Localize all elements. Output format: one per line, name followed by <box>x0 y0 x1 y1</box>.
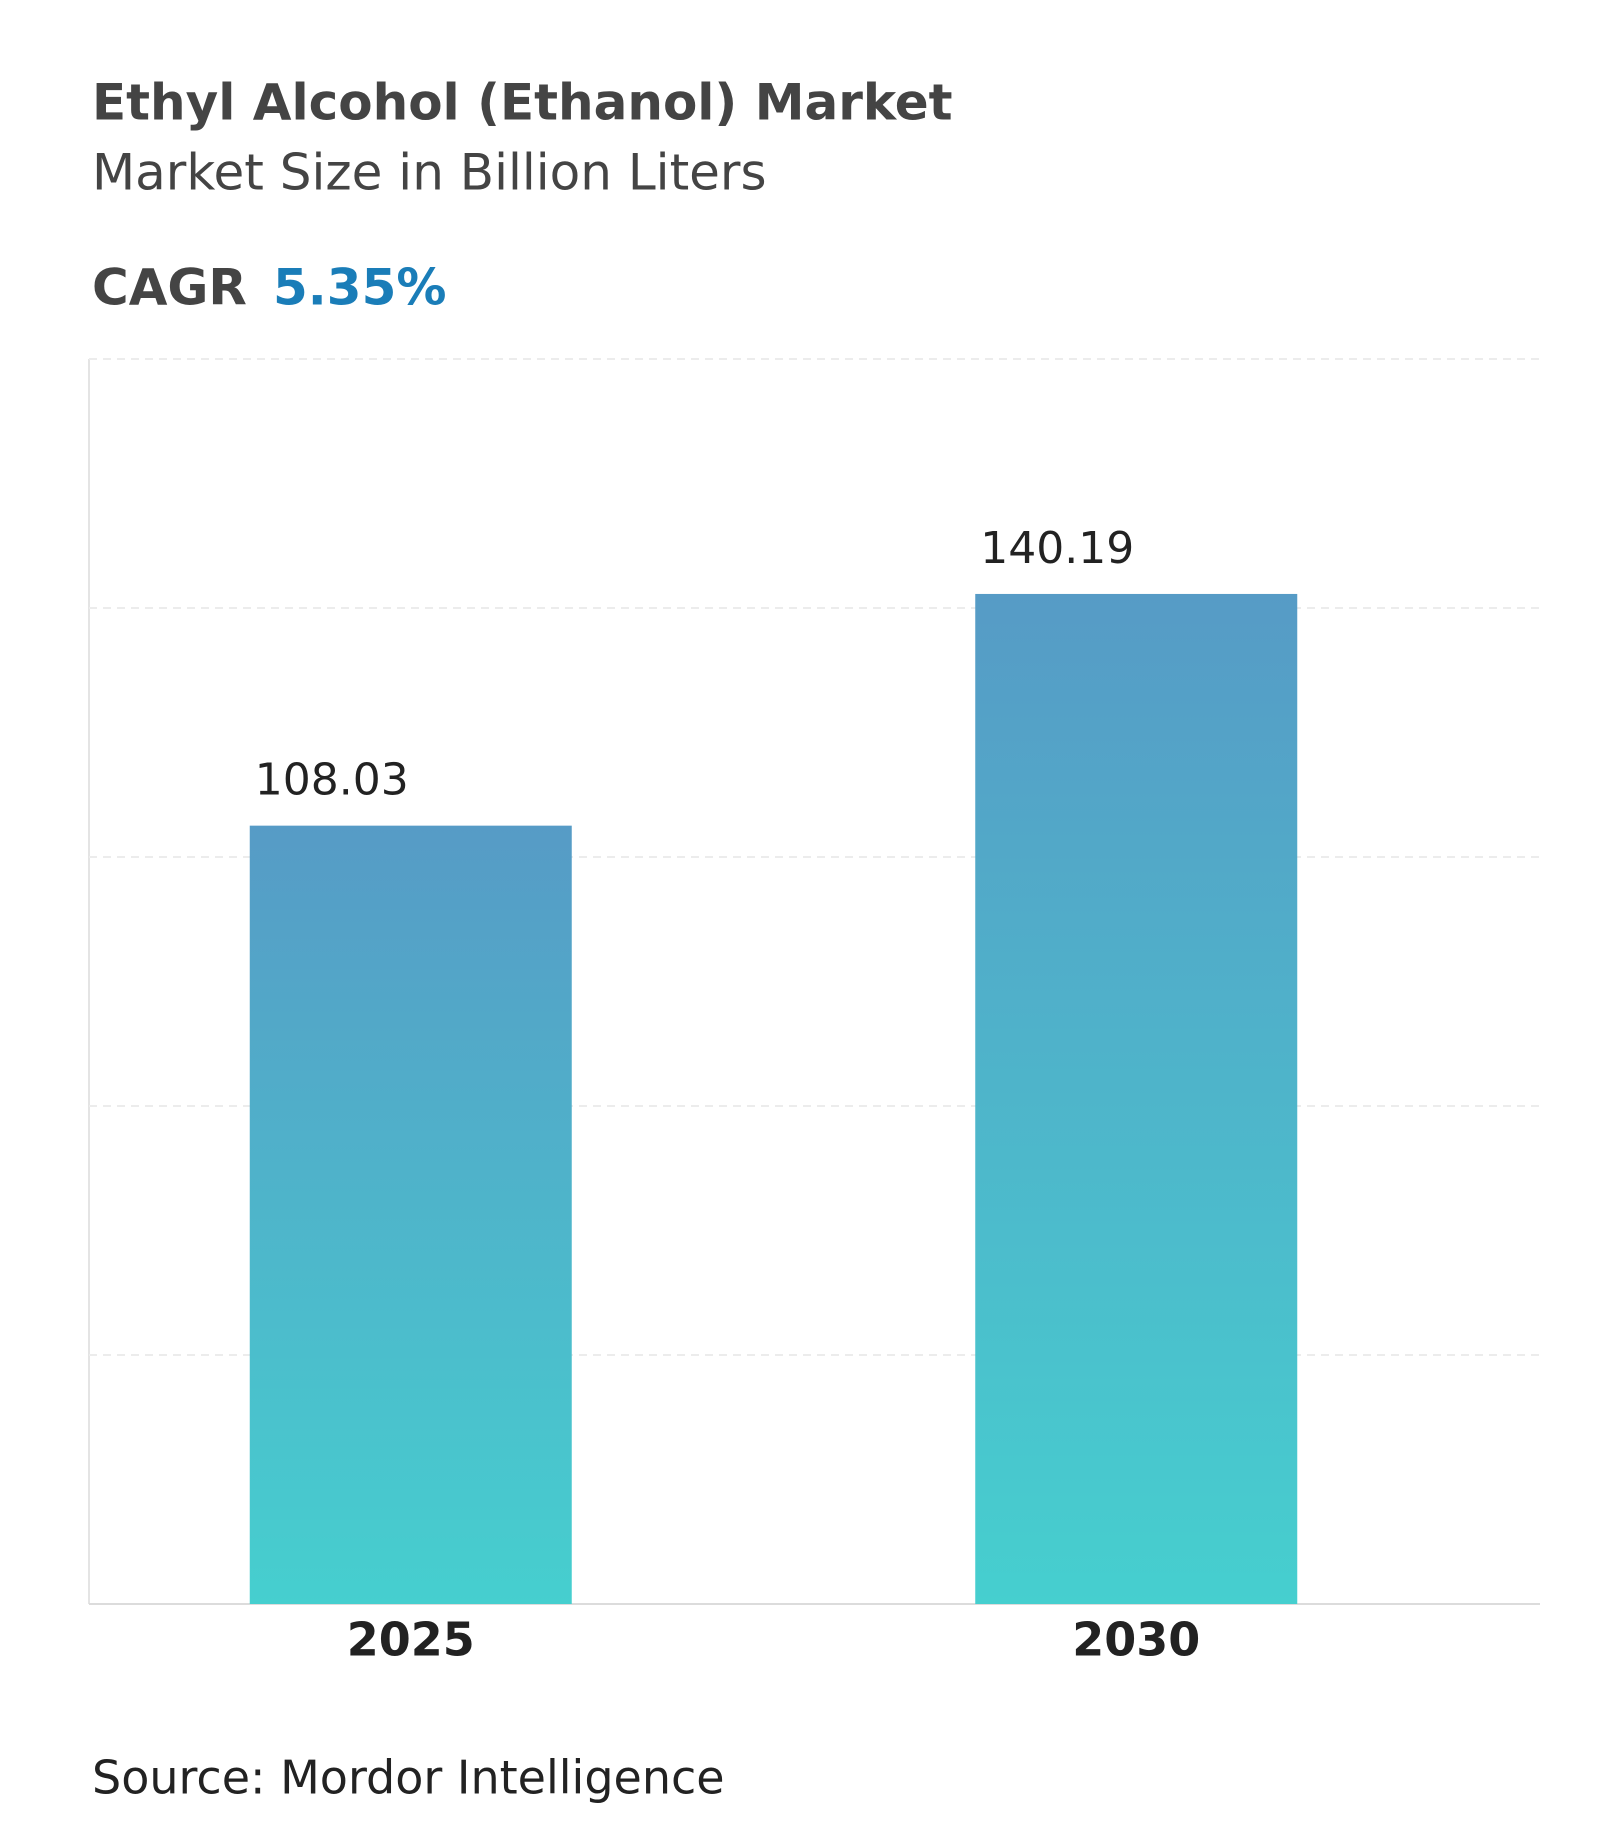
bar <box>975 593 1298 1604</box>
chart-title: Ethyl Alcohol (Ethanol) Market <box>92 74 953 132</box>
x-tick-label: 2025 <box>347 1613 475 1667</box>
cagr-label: CAGR <box>92 259 247 317</box>
value-label: 140.19 <box>980 523 1134 574</box>
bar <box>249 825 572 1604</box>
chart-subtitle: Market Size in Billion Liters <box>92 144 767 202</box>
cagr-value: 5.35% <box>273 259 446 317</box>
x-tick-label: 2030 <box>1072 1613 1200 1667</box>
value-label: 108.03 <box>255 755 409 806</box>
source: Source: Mordor Intelligence <box>92 1751 725 1805</box>
